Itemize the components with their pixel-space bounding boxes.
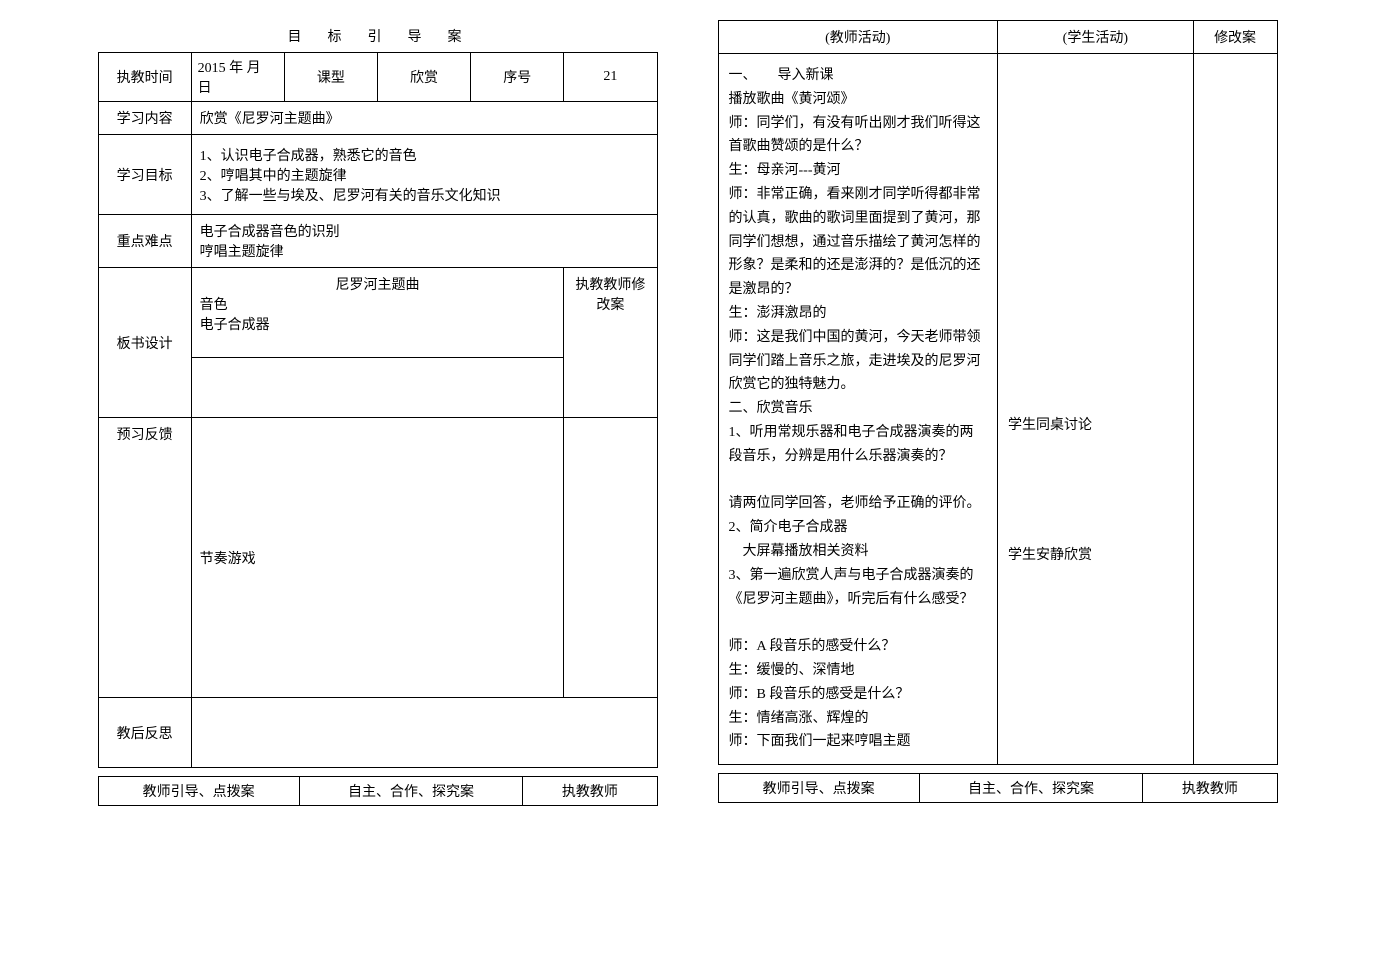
footer-table-left: 教师引导、点拨案 自主、合作、探究案 执教教师 (98, 776, 658, 806)
l17: 师：下面我们一起来哼唱主题 (729, 730, 988, 754)
p2-header-c3: 修改案 (1193, 21, 1277, 54)
goal-value: 1、认识电子合成器，熟悉它的音色 2、哼唱其中的主题旋律 3、了解一些与埃及、尼… (191, 135, 657, 215)
l01: 一、 导入新课 (729, 64, 988, 88)
main-table-left: 目 标 引 导 案 执教时间 2015 年 月 日 课型 欣赏 序号 21 学习… (98, 20, 658, 768)
footer-c1: 教师引导、点拨案 (98, 777, 299, 806)
seq-value: 21 (564, 53, 657, 102)
l16: 生：情绪高涨、辉煌的 (729, 707, 988, 731)
l11: 2、简介电子合成器 (729, 516, 988, 540)
m2: 学生安静欣赏 (1008, 544, 1183, 564)
l12: 3、第一遍欣赏人声与电子合成器演奏的《尼罗河主题曲》，听完后有什么感受？ (729, 564, 988, 612)
main-table-right: (教师活动) (学生活动) 修改案 一、 导入新课 播放歌曲《黄河颂》 师：同学… (718, 20, 1278, 765)
goal-line2: 2、哼唱其中的主题旋律 (200, 165, 649, 185)
footer-c2: 自主、合作、探究案 (299, 777, 523, 806)
exec-time-value: 2015 年 月 日 (191, 53, 284, 102)
preview-value: 节奏游戏 (191, 418, 564, 698)
goal-line1: 1、认识电子合成器，熟悉它的音色 (200, 145, 649, 165)
l03: 师：同学们，有没有听出刚才我们听得这首歌曲赞颂的是什么？ (729, 112, 988, 160)
course-type-label: 课型 (284, 53, 377, 102)
key-label: 重点难点 (98, 215, 191, 268)
p2-revision (1193, 54, 1277, 765)
l13: 师：A 段音乐的感受什么？ (729, 635, 988, 659)
page-right: (教师活动) (学生活动) 修改案 一、 导入新课 播放歌曲《黄河颂》 师：同学… (718, 20, 1278, 806)
footer2-c3: 执教教师 (1143, 774, 1277, 803)
footer-table-right: 教师引导、点拨案 自主、合作、探究案 执教教师 (718, 773, 1278, 803)
l04: 生：母亲河---黄河 (729, 159, 988, 183)
l10: 请两位同学回答，老师给予正确的评价。 (729, 492, 988, 516)
key-value: 电子合成器音色的识别 哼唱主题旋律 (191, 215, 657, 268)
reflect-value (191, 698, 657, 768)
preview-label: 预习反馈 (98, 418, 191, 698)
board-line2: 电子合成器 (200, 314, 556, 334)
content-label: 学习内容 (98, 102, 191, 135)
course-type-value: 欣赏 (377, 53, 470, 102)
p2-teacher-activity: 一、 导入新课 播放歌曲《黄河颂》 师：同学们，有没有听出刚才我们听得这首歌曲赞… (718, 54, 998, 765)
key-line2: 哼唱主题旋律 (200, 241, 649, 261)
l14: 生：缓慢的、深情地 (729, 659, 988, 683)
reflect-label: 教后反思 (98, 698, 191, 768)
exec-time-label: 执教时间 (98, 53, 191, 102)
board-right-label: 执教教师修改案 (564, 268, 657, 418)
p2-header-c2: (学生活动) (998, 21, 1194, 54)
preview-right (564, 418, 657, 698)
l09: 1、听用常规乐器和电子合成器演奏的两段音乐，分辨是用什么乐器演奏的？ (729, 421, 988, 469)
board-content: 尼罗河主题曲 音色 电子合成器 (191, 268, 564, 358)
l06: 生：澎湃激昂的 (729, 302, 988, 326)
footer2-c1: 教师引导、点拨案 (718, 774, 919, 803)
footer-c3: 执教教师 (523, 777, 657, 806)
page-left: 目 标 引 导 案 执教时间 2015 年 月 日 课型 欣赏 序号 21 学习… (98, 20, 658, 806)
seq-label: 序号 (471, 53, 564, 102)
goal-label: 学习目标 (98, 135, 191, 215)
board-title: 尼罗河主题曲 (200, 274, 556, 294)
l11b: 大屏幕播放相关资料 (729, 540, 988, 564)
board-label: 板书设计 (98, 268, 191, 418)
p2-header-c1: (教师活动) (718, 21, 998, 54)
l08: 二、欣赏音乐 (729, 397, 988, 421)
l15: 师：B 段音乐的感受是什么？ (729, 683, 988, 707)
l05: 师：非常正确，看来刚才同学听得都非常的认真，歌曲的歌词里面提到了黄河，那同学们想… (729, 183, 988, 302)
l07: 师：这是我们中国的黄河，今天老师带领同学们踏上音乐之旅，走进埃及的尼罗河欣赏它的… (729, 326, 988, 397)
p2-student-activity: 学生同桌讨论 学生安静欣赏 (998, 54, 1194, 765)
m1: 学生同桌讨论 (1008, 414, 1183, 434)
title: 目 标 引 导 案 (98, 20, 657, 53)
footer2-c2: 自主、合作、探究案 (919, 774, 1143, 803)
l02: 播放歌曲《黄河颂》 (729, 88, 988, 112)
board-empty (191, 358, 564, 418)
content-value: 欣赏《尼罗河主题曲》 (191, 102, 657, 135)
key-line1: 电子合成器音色的识别 (200, 221, 649, 241)
goal-line3: 3、了解一些与埃及、尼罗河有关的音乐文化知识 (200, 185, 649, 205)
board-line1: 音色 (200, 294, 556, 314)
